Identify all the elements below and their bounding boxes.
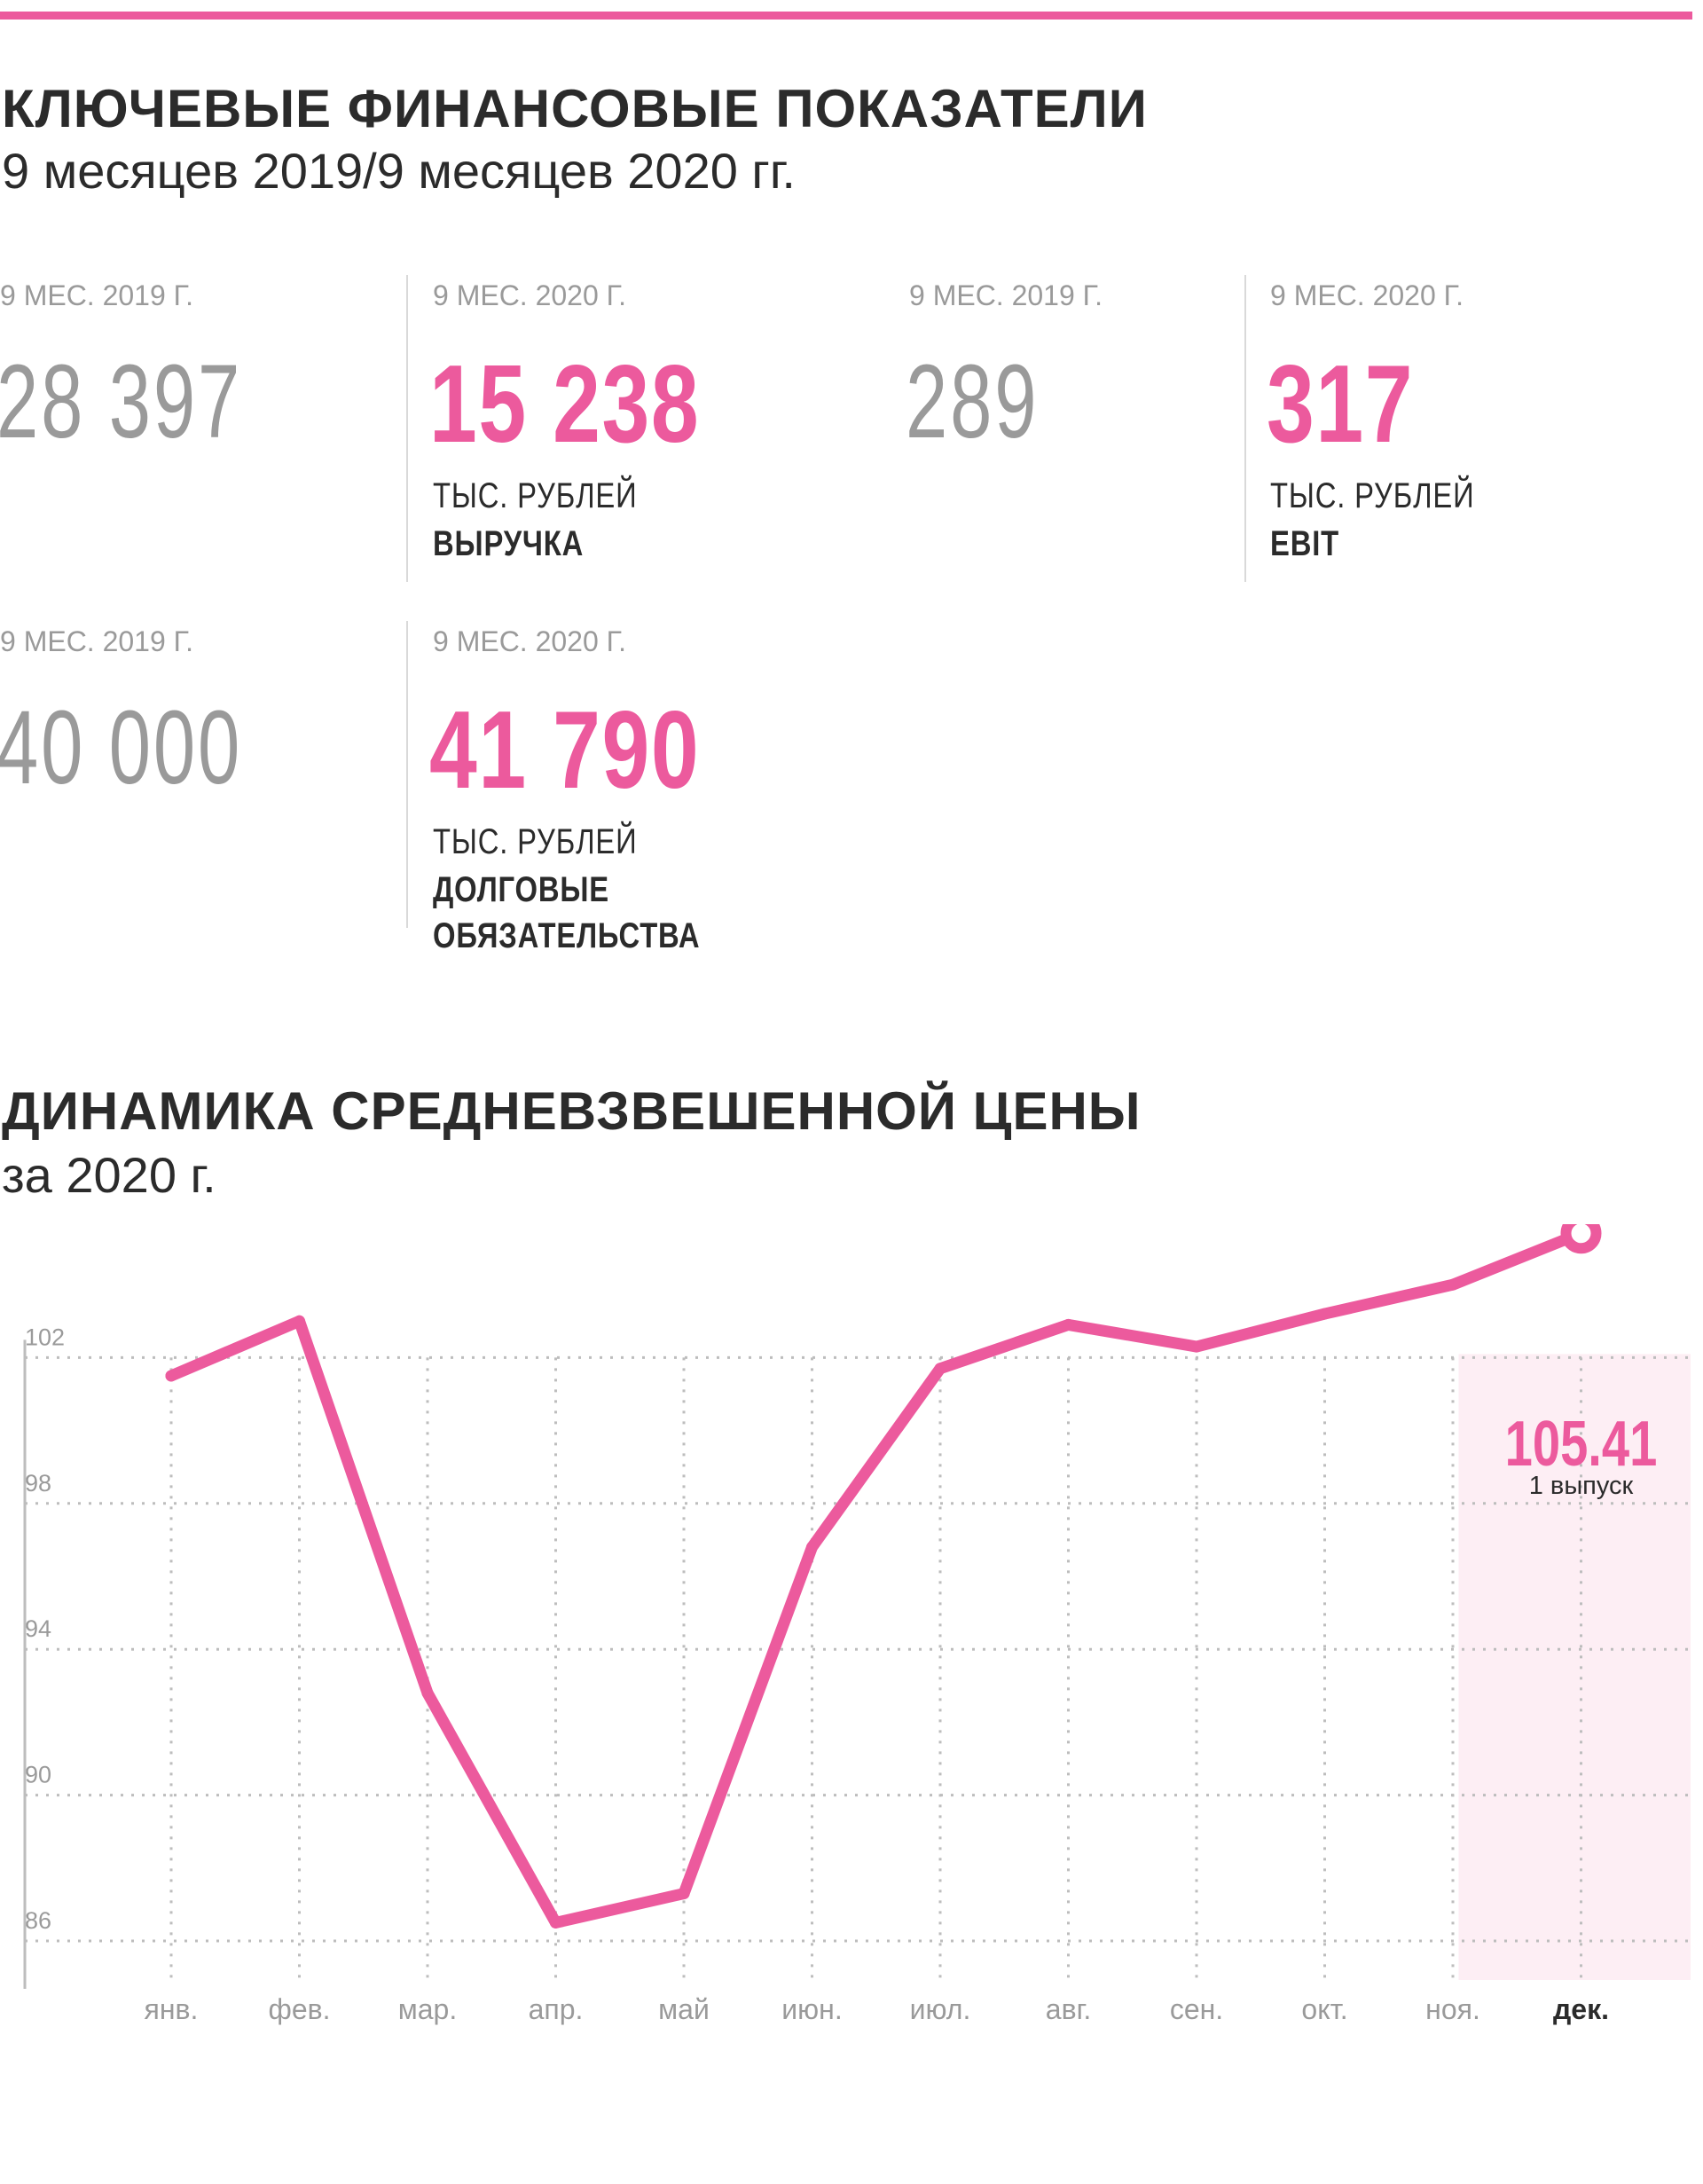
page-title: КЛЮЧЕВЫЕ ФИНАНСОВЫЕ ПОКАЗАТЕЛИ — [2, 79, 1148, 138]
x-tick-label: мар. — [398, 1993, 457, 2025]
y-tick-label: 98 — [25, 1470, 51, 1497]
y-tick-label: 86 — [25, 1907, 51, 1934]
data-point — [1447, 1278, 1459, 1291]
annotation-value: 105.41 — [1505, 1408, 1658, 1479]
y-tick-label: 102 — [25, 1324, 65, 1350]
page-subtitle: 9 месяцев 2019/9 месяцев 2020 гг. — [2, 143, 796, 199]
x-tick-label: окт. — [1301, 1993, 1347, 2025]
data-point — [934, 1363, 946, 1375]
kpi-period-label: 9 МЕС. 2019 Г. — [0, 279, 193, 311]
kpi-divider — [1244, 275, 1246, 582]
y-tick-label: 94 — [25, 1615, 51, 1642]
data-point — [806, 1541, 818, 1553]
kpi-name: ВЫРУЧКА — [433, 524, 585, 563]
x-tick-label: апр. — [529, 1993, 584, 2025]
kpi-value-prev: 289 — [906, 343, 1040, 460]
x-tick-label: ноя. — [1425, 1993, 1480, 2025]
kpi-name-line: ОБЯЗАТЕЛЬСТВА — [433, 916, 701, 955]
kpi-value-prev: 40 000 — [0, 689, 243, 806]
last-point-marker — [1560, 1224, 1602, 1254]
data-point — [550, 1916, 561, 1929]
x-tick-label: июл. — [910, 1993, 971, 2025]
kpi-value-prev: 28 397 — [0, 343, 243, 460]
data-point — [1190, 1340, 1203, 1353]
chart-title: ДИНАМИКА СРЕДНЕВЗВЕШЕННОЙ ЦЕНЫ — [2, 1081, 1142, 1141]
kpi-value-cur: 317 — [1267, 343, 1415, 466]
chart-subtitle: за 2020 г. — [2, 1147, 216, 1203]
kpi-period-label: 9 МЕС. 2020 Г. — [1270, 279, 1464, 311]
y-tick-label: 90 — [25, 1762, 51, 1788]
x-tick-label: сен. — [1170, 1993, 1223, 2025]
kpi-value-cur: 41 790 — [429, 689, 701, 812]
top-accent-bar — [0, 12, 1692, 20]
highlight-column — [1458, 1354, 1691, 1980]
data-point — [1063, 1318, 1074, 1331]
x-tick-label: янв. — [145, 1993, 199, 2025]
x-tick-label: фев. — [268, 1993, 330, 2025]
kpi-unit: ТЫС. РУБЛЕЙ — [1270, 476, 1475, 515]
kpi-value-cur: 15 238 — [429, 343, 701, 466]
kpi-period-label: 9 МЕС. 2019 Г. — [0, 625, 193, 657]
kpi-period-label: 9 МЕС. 2019 Г. — [909, 279, 1103, 311]
data-point — [421, 1687, 434, 1700]
kpi-name: ДОЛГОВЫЕ ОБЯЗАТЕЛЬСТВА — [433, 867, 700, 959]
series-line — [165, 1227, 1587, 1929]
data-point — [1319, 1308, 1330, 1320]
kpi-unit: ТЫС. РУБЛЕЙ — [433, 476, 638, 515]
kpi-name-line: ДОЛГОВЫЕ — [433, 870, 609, 909]
kpi-period-label: 9 МЕС. 2020 Г. — [433, 279, 626, 311]
kpi-divider — [406, 275, 408, 582]
x-tick-label: дек. — [1553, 1993, 1609, 2025]
data-point — [678, 1888, 690, 1900]
kpi-divider — [406, 621, 408, 928]
data-point — [165, 1370, 177, 1382]
data-point — [294, 1315, 305, 1327]
kpi-unit: ТЫС. РУБЛЕЙ — [433, 822, 638, 861]
x-tick-label: май — [658, 1993, 710, 2025]
annotation-note: 1 выпуск — [1529, 1472, 1634, 1500]
kpi-period-label: 9 МЕС. 2020 Г. — [433, 625, 626, 657]
x-tick-label: авг. — [1046, 1993, 1091, 2025]
x-tick-label: июн. — [781, 1993, 842, 2025]
price-line-chart: 86 90 94 98 102 янв. фев. мар. апр. май июн. июл. ав… — [23, 1224, 1691, 2025]
kpi-name: EBIT — [1270, 524, 1340, 563]
